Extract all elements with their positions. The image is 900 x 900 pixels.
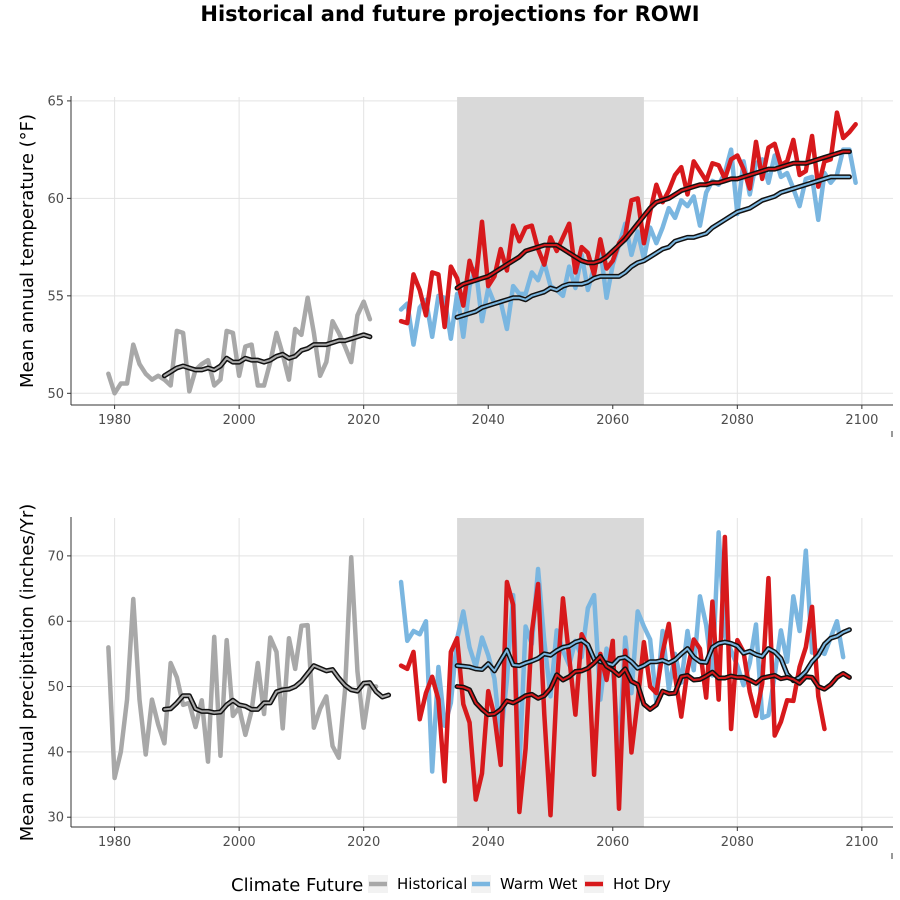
legend-item-hot-dry: Hot Dry: [584, 875, 671, 893]
y-tick-label: 65: [47, 94, 64, 109]
legend-item-warm-wet: Warm Wet: [471, 875, 578, 893]
y-tick-label: 60: [47, 615, 64, 630]
x-tick-label: 2060: [596, 835, 629, 850]
x-tick-label: 2040: [472, 835, 505, 850]
series-group: [106, 530, 852, 818]
smooth-core-smooth-hist: [163, 664, 390, 714]
legend-label: Warm Wet: [500, 875, 578, 893]
y-axis-title: Mean annual temperature (°F): [17, 114, 38, 388]
series-line-historical: [106, 295, 373, 396]
x-tick-label: 1980: [98, 413, 131, 428]
series-line-hot-dry: [398, 110, 858, 330]
smooth-core-smooth-hist: [163, 333, 371, 377]
smooth-core-smooth-ww: [456, 175, 851, 319]
legend-item-historical: Historical: [368, 875, 467, 893]
x-tick-label: 2020: [347, 835, 380, 850]
y-tick-label: 70: [47, 549, 64, 564]
y-tick-label: 40: [47, 745, 64, 760]
x-tick-label: 2060: [596, 413, 629, 428]
y-tick-label: 50: [47, 387, 64, 402]
series-line-historical: [106, 554, 379, 781]
series-line-hot-dry: [398, 534, 827, 818]
x-tick-label: 2080: [721, 835, 754, 850]
x-tick-label: 2100: [845, 835, 878, 850]
panel-1: 1980 2000 2020 2040 2060 2080 2100 50 55 60 65 Mean…: [17, 94, 893, 437]
x-tick-label: 2080: [721, 413, 754, 428]
x-tick-label: 2040: [472, 413, 505, 428]
y-tick-label: 60: [47, 192, 64, 207]
legend-label: Hot Dry: [613, 875, 671, 893]
y-tick-label: 55: [47, 289, 64, 304]
smooth-core-smooth-ww: [456, 628, 851, 682]
x-tick-label: 2000: [223, 835, 256, 850]
y-tick-label: 30: [47, 811, 64, 826]
x-tick-label: 2020: [347, 413, 380, 428]
smooth-core-smooth-hd: [456, 150, 851, 290]
y-axis-title: Mean annual precipitation (inches/Yr): [17, 504, 38, 842]
legend: Climate Future Historical Warm Wet Hot Dry: [231, 875, 671, 896]
panel-2: 1980 2000 2020 2040 2060 2080 2100 30 40 50 60 70 Me…: [17, 504, 893, 859]
x-tick-label: 1980: [98, 835, 131, 850]
smooth-core-smooth-hd: [456, 655, 851, 716]
y-tick-label: 50: [47, 680, 64, 695]
x-tick-label: 2000: [223, 413, 256, 428]
legend-title: Climate Future: [231, 875, 363, 896]
chart-title: Historical and future projections for RO…: [200, 2, 700, 26]
legend-label: Historical: [397, 875, 467, 893]
series-group: [106, 110, 858, 396]
x-tick-label: 2100: [845, 413, 878, 428]
